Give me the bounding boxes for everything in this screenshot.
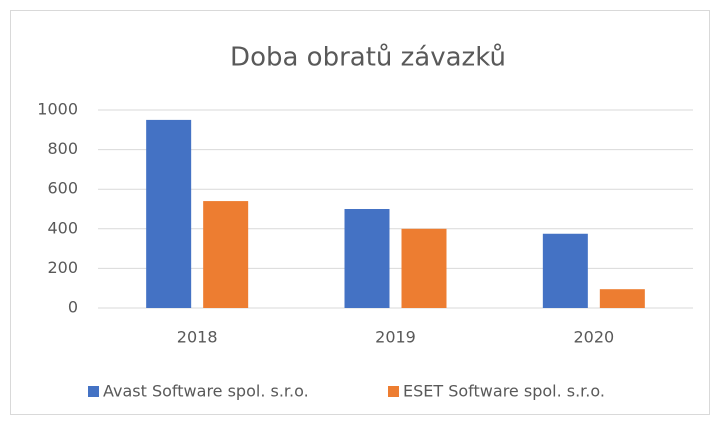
- x-tick-label: 2019: [375, 328, 416, 347]
- y-tick-label: 200: [47, 258, 78, 277]
- y-tick-label: 800: [47, 139, 78, 158]
- legend-swatch: [88, 386, 99, 397]
- bar: [203, 201, 249, 308]
- x-tick-label: 2018: [177, 328, 218, 347]
- y-tick-label: 400: [47, 218, 78, 237]
- legend-swatch: [388, 386, 399, 397]
- bar: [599, 289, 645, 308]
- y-tick-label: 0: [68, 298, 78, 317]
- legend-label: Avast Software spol. s.r.o.: [103, 382, 309, 401]
- bar: [146, 119, 192, 309]
- legend-label: ESET Software spol. s.r.o.: [403, 382, 605, 401]
- x-tick-label: 2020: [573, 328, 614, 347]
- chart-title: Doba obratů závazků: [230, 43, 506, 73]
- y-tick-label: 600: [47, 179, 78, 198]
- y-tick-label: 1000: [37, 100, 78, 119]
- bar: [344, 209, 390, 308]
- bar: [542, 233, 588, 308]
- bar: [401, 228, 447, 308]
